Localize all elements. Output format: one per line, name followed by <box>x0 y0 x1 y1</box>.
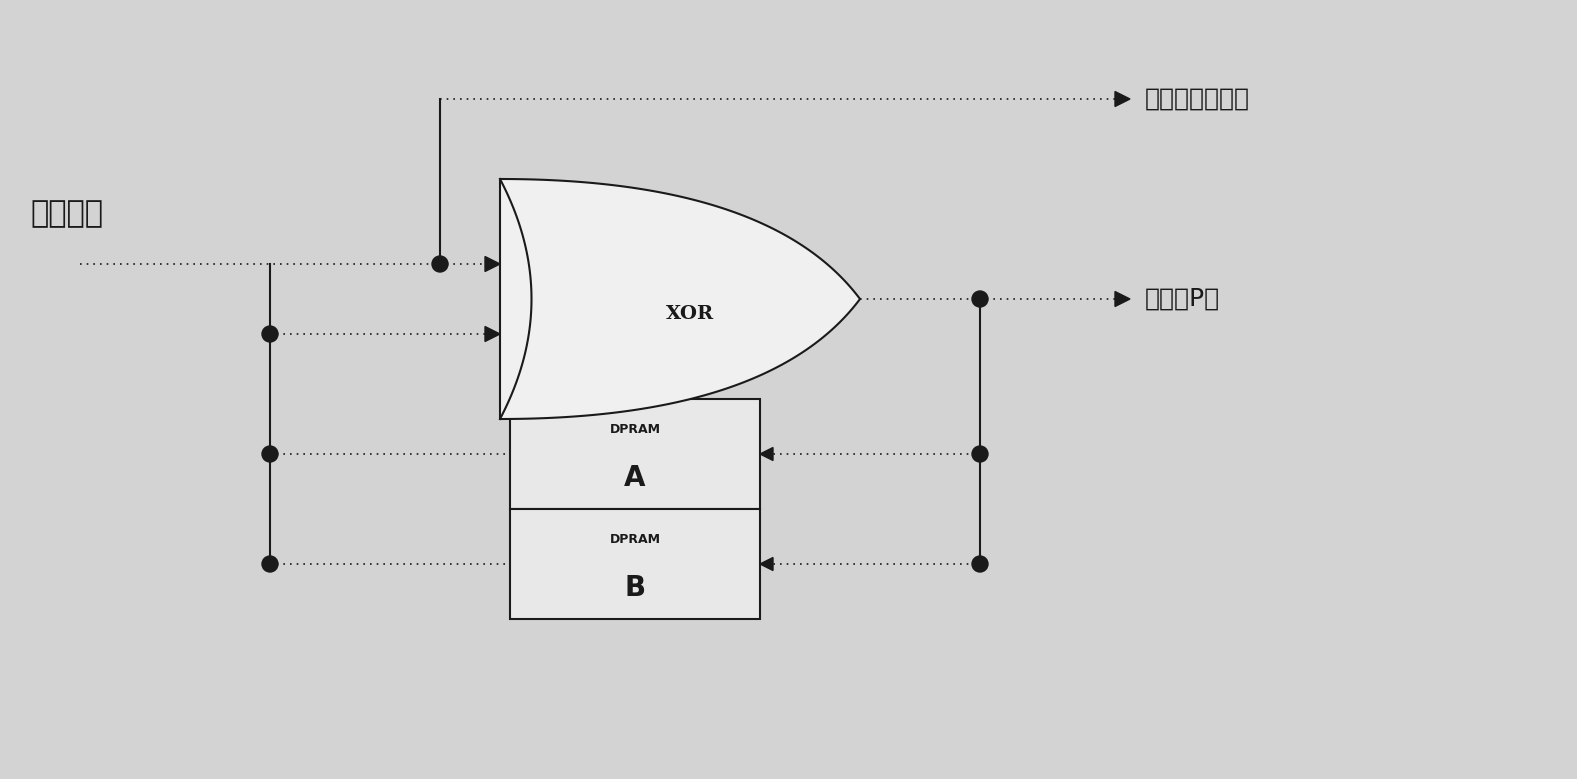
Circle shape <box>262 326 278 342</box>
Circle shape <box>971 446 989 462</box>
Circle shape <box>971 556 989 572</box>
Circle shape <box>971 291 989 307</box>
Circle shape <box>432 256 448 272</box>
Text: A: A <box>624 464 645 492</box>
Polygon shape <box>760 558 773 570</box>
Polygon shape <box>1115 291 1131 306</box>
Polygon shape <box>486 326 500 341</box>
Text: B: B <box>624 574 645 602</box>
Circle shape <box>262 556 278 572</box>
Bar <box>509 399 760 509</box>
Polygon shape <box>500 179 859 419</box>
Text: DPRAM: DPRAM <box>609 423 661 436</box>
Text: 到某个硬盘通道: 到某个硬盘通道 <box>1145 87 1251 111</box>
Text: 到校验P盘: 到校验P盘 <box>1145 287 1221 311</box>
Polygon shape <box>760 447 773 460</box>
Text: 数据流入: 数据流入 <box>30 199 103 228</box>
Text: DPRAM: DPRAM <box>609 534 661 546</box>
Polygon shape <box>1115 91 1131 107</box>
Polygon shape <box>486 256 500 272</box>
Circle shape <box>262 446 278 462</box>
Bar <box>509 509 760 619</box>
Text: XOR: XOR <box>665 305 714 323</box>
